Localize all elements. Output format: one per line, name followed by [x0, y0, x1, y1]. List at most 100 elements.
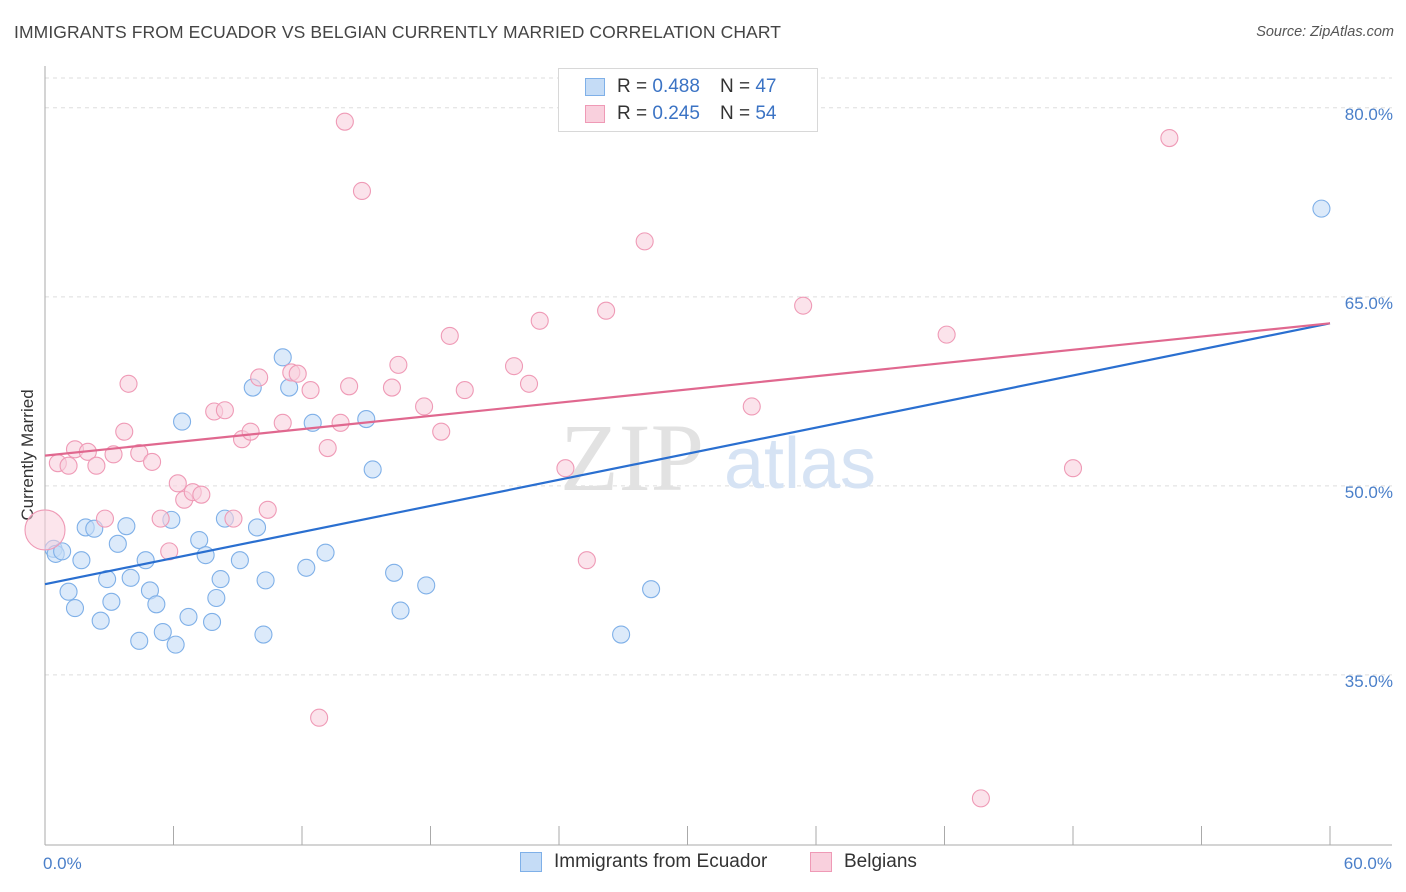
belgians-point [24, 509, 66, 551]
y-tick-label: 35.0% [1345, 672, 1393, 691]
ecuador-trend-line [44, 322, 1331, 586]
ecuador-point [385, 563, 404, 582]
watermark-atlas: atlas [724, 424, 876, 504]
belgians-trend-line [44, 322, 1331, 457]
bottom-legend-ecuador: Immigrants from Ecuador [520, 851, 767, 873]
ecuador-point [256, 571, 275, 590]
data-points [24, 112, 1331, 808]
legend-r-value: 0.245 [652, 103, 700, 124]
bottom-legend-swatch-belgians [810, 852, 832, 872]
ecuador-point [207, 588, 226, 608]
chart-title: IMMIGRANTS FROM ECUADOR VS BELGIAN CURRE… [14, 22, 782, 42]
ecuador-point [230, 551, 249, 570]
bottom-legend-label-belgians: Belgians [844, 851, 917, 872]
ecuador-point [136, 551, 155, 570]
ecuador-point [363, 460, 382, 479]
axes [44, 66, 1392, 846]
belgians-point [340, 377, 359, 396]
belgians-point [115, 422, 134, 441]
belgians-point [432, 422, 451, 441]
ecuador-point [247, 518, 267, 537]
belgians-point [310, 708, 329, 727]
legend-n-value: 47 [755, 76, 777, 97]
ecuador-point [254, 625, 273, 644]
belgians-point [331, 413, 350, 432]
grid-lines [45, 77, 1392, 676]
belgians-point [556, 459, 575, 478]
ecuador-point [211, 570, 230, 589]
belgians-point [504, 357, 524, 376]
belgians-point [168, 474, 187, 493]
ecuador-point [147, 595, 166, 614]
source-credit: Source: ZipAtlas.com [1256, 24, 1394, 40]
x-tick-label: 0.0% [43, 854, 82, 873]
legend-r-label: R = [617, 76, 648, 97]
belgians-point [519, 374, 539, 393]
legend-r-value: 0.488 [652, 76, 700, 97]
ecuador-point [316, 543, 335, 562]
ecuador-point [153, 622, 172, 642]
belgians-point [597, 301, 616, 320]
belgians-point [1160, 128, 1179, 148]
ecuador-point [297, 558, 316, 577]
ecuador-point [642, 580, 661, 599]
bottom-legend-label-ecuador: Immigrants from Ecuador [554, 851, 768, 872]
y-axis-label: Currently Married [18, 389, 37, 520]
belgians-point [59, 456, 78, 475]
belgians-point [241, 422, 260, 441]
belgians-point [530, 311, 549, 330]
belgians-point [971, 789, 990, 808]
belgians-point [273, 413, 292, 432]
belgians-point [1063, 459, 1083, 478]
belgians-point [95, 509, 115, 528]
legend: R = 0.488 N = 47 R = 0.245 N = 54 [558, 68, 818, 132]
ecuador-point [53, 542, 72, 561]
tick-labels: 80.0% 65.0% 50.0% 35.0% 0.0% 60.0% [43, 105, 1393, 873]
belgians-point [258, 500, 277, 519]
belgians-point [215, 401, 234, 420]
legend-n-label: N = [719, 76, 751, 97]
legend-row-ecuador: R = 0.488 N = 47 [585, 75, 776, 99]
legend-n-label: N = [719, 103, 751, 124]
ecuador-point [102, 592, 121, 611]
ecuador-point [173, 412, 192, 431]
ecuador-point [166, 635, 185, 654]
belgians-point [577, 551, 596, 570]
legend-r-label: R = [617, 103, 648, 124]
y-tick-label: 80.0% [1345, 105, 1393, 124]
belgians-point [335, 112, 354, 131]
belgians-point [301, 381, 320, 400]
ecuador-point [1312, 199, 1331, 218]
belgians-point [794, 296, 813, 315]
watermark: ZIP atlas [560, 404, 876, 511]
belgians-point [224, 509, 243, 528]
legend-swatch-belgians [585, 105, 605, 123]
belgians-point [937, 325, 956, 344]
belgians-point [352, 181, 372, 201]
belgians-point [742, 397, 761, 416]
ecuador-point [357, 410, 376, 429]
belgians-point [119, 374, 138, 393]
ecuador-point [179, 607, 198, 626]
ecuador-point [130, 631, 149, 650]
y-tick-label: 50.0% [1345, 483, 1393, 502]
belgians-point [288, 364, 307, 383]
belgians-point [455, 381, 474, 400]
y-tick-label: 65.0% [1345, 294, 1393, 313]
bottom-legend-swatch-ecuador [520, 852, 542, 872]
ecuador-point [72, 551, 91, 570]
legend-n-value: 54 [755, 103, 777, 124]
bottom-legend-belgians: Belgians [810, 851, 917, 873]
belgians-point [440, 326, 459, 345]
ecuador-point [612, 625, 631, 644]
belgians-point [382, 378, 402, 397]
belgians-point [143, 452, 162, 471]
belgians-point [87, 456, 106, 475]
belgians-point [130, 444, 149, 463]
ecuador-point [190, 530, 209, 550]
belgians-point [151, 509, 170, 528]
ecuador-point [108, 534, 127, 553]
ecuador-point [65, 599, 85, 618]
x-tick-label: 60.0% [1344, 854, 1392, 873]
